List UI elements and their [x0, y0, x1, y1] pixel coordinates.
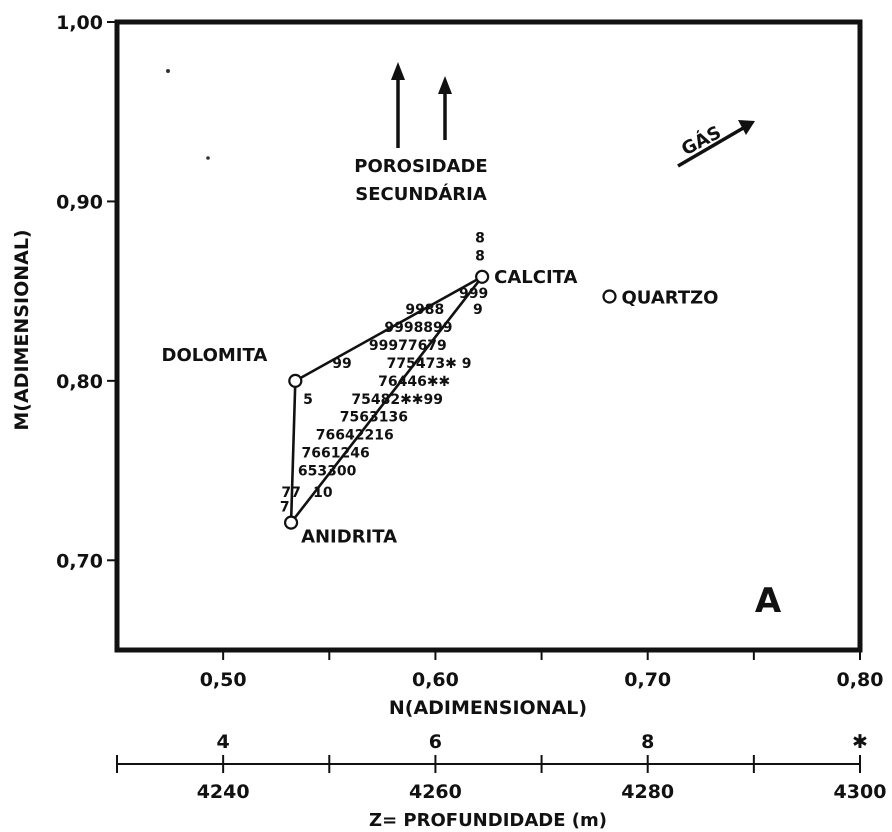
mineral-marker [288, 373, 303, 388]
speck [166, 69, 170, 73]
y-axis-ticks: 0,70 0,80 0,90 1,00 [56, 12, 117, 572]
mineral-points: CALCITA QUARTZO DOLOMITA ANIDRITA [162, 267, 719, 548]
depth-code-label: 4 [217, 731, 230, 753]
data-point-label: 9998899 [384, 320, 452, 336]
x-tick-label: 0,80 [837, 669, 884, 691]
data-point-label: 8 [475, 248, 485, 264]
y-tick-label: 1,00 [56, 12, 103, 34]
mineral-label: ANIDRITA [301, 527, 397, 548]
data-point-label: 9988 [405, 302, 444, 318]
mineral-label: CALCITA [494, 267, 577, 288]
plot-frame [114, 19, 863, 653]
data-point-label: 8 [475, 230, 485, 246]
mineral-marker [475, 269, 490, 284]
y-axis-title: M(ADIMENSIONAL) [11, 229, 33, 430]
panel-letter: A [755, 581, 782, 621]
x-tick-label: 0,50 [200, 669, 247, 691]
gas-arrow [677, 120, 755, 168]
mineral-marker [283, 515, 299, 530]
x-tick-label: 0,60 [412, 669, 459, 691]
depth-code-label: 8 [641, 731, 654, 753]
depth-tick-label: 4240 [197, 781, 250, 803]
data-point-label: 99 [332, 356, 351, 372]
x-axis-title: N(ADIMENSIONAL) [389, 697, 587, 719]
porosity-arrows [391, 62, 452, 148]
depth-tick-label: 4260 [409, 781, 462, 803]
y-tick-label: 0,90 [56, 191, 103, 213]
data-point-label: 10 [313, 485, 333, 501]
mineral-label: QUARTZO [622, 288, 719, 309]
data-point-label: 77 [281, 485, 300, 501]
depth-tick-label: 4280 [621, 781, 674, 803]
data-point-label: 7661246 [302, 446, 370, 462]
depth-code-label: ✱ [852, 731, 868, 753]
y-tick-label: 0,80 [56, 371, 103, 393]
data-point-label: 5 [303, 392, 313, 408]
y-tick-label: 0,70 [56, 550, 103, 572]
data-point-label: 999 [459, 286, 488, 302]
depth-tick-label: 4300 [834, 781, 887, 803]
data-point-label: 653300 [298, 464, 357, 480]
depth-code-points: 8 8 999 9988 9 9998899 99977679 99 775473✱ 9 7644… [280, 230, 488, 515]
data-point-label: 7 [280, 499, 290, 515]
speck [206, 156, 210, 160]
x-axis-ticks: 0,50 0,60 0,70 0,80 [200, 650, 884, 691]
data-point-label: 76642216 [316, 428, 394, 444]
mineral-marker [602, 289, 617, 304]
data-point-label: 99977679 [369, 338, 447, 354]
mineral-triangle [289, 275, 484, 527]
data-point-label: 75482✱✱99 [351, 392, 443, 408]
depth-code-label: 6 [429, 731, 442, 753]
data-point-label: 7563136 [340, 410, 408, 426]
data-point-label: 9 [473, 302, 483, 318]
x-tick-label: 0,70 [624, 669, 671, 691]
porosity-label-line1: POROSIDADE [354, 156, 487, 177]
depth-scale: 4240 4260 4280 4300 4 6 8 ✱ [116, 731, 887, 803]
data-point-label: 76446✱✱ [378, 374, 450, 390]
data-point-label: 775473✱ 9 [387, 356, 472, 372]
porosity-label-line2: SECUNDÁRIA [355, 183, 487, 205]
depth-axis-title: Z= PROFUNDIDADE (m) [369, 810, 607, 831]
mineral-label: DOLOMITA [162, 345, 268, 366]
